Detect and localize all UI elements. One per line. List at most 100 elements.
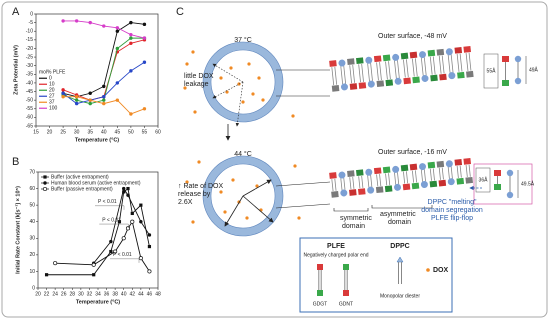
marker <box>102 84 106 89</box>
marker <box>138 256 143 261</box>
lipid-head <box>340 189 348 197</box>
lipid-head <box>382 54 391 62</box>
legend-label: 27 <box>49 94 55 100</box>
lipid-head <box>427 161 436 169</box>
x-tick-label: 28 <box>70 291 76 297</box>
label: symmetric <box>340 215 372 222</box>
x-tick-label: 30 <box>74 129 80 135</box>
dox-dot <box>251 92 255 96</box>
y-tick-label: -30 <box>26 63 33 69</box>
marker <box>139 203 143 207</box>
x-tick-label: 40 <box>121 291 127 297</box>
y-tick-label: 0 <box>32 285 35 291</box>
marker <box>122 190 126 194</box>
legend-title: mol% PLFE <box>39 70 66 76</box>
marker <box>74 101 79 106</box>
lipid-head <box>385 79 394 87</box>
vesicle-edge <box>202 155 284 237</box>
lipid-tail <box>343 65 347 84</box>
lipid-head <box>392 165 400 173</box>
leak-arrow <box>235 81 244 127</box>
label: leakage <box>184 81 209 88</box>
label: 36Å <box>479 176 489 183</box>
label: Negatively charged polar end <box>303 252 368 258</box>
marker <box>102 95 106 99</box>
marker <box>142 36 147 40</box>
marker <box>130 211 134 216</box>
marker <box>129 69 133 73</box>
lipid-head <box>409 51 418 59</box>
marker <box>147 269 152 274</box>
lipid-head <box>338 59 346 67</box>
label: PLFE <box>327 243 345 250</box>
lipid-tail <box>420 169 423 182</box>
lipid-tail <box>349 177 352 190</box>
lipid-head <box>400 164 409 172</box>
lipid-head <box>340 83 348 91</box>
marker <box>142 107 147 111</box>
marker <box>142 60 147 64</box>
legend-box <box>299 237 453 313</box>
label: GDGT <box>313 301 327 307</box>
y-tick-label: -45 <box>26 89 33 95</box>
lipid-head <box>430 74 438 82</box>
marker <box>115 29 120 33</box>
label: 49.5Å <box>521 180 535 187</box>
lipid-tail <box>438 55 442 74</box>
x-axis-title: Temperature (°C) <box>76 299 120 305</box>
label: GDNT <box>339 301 353 307</box>
lipid-tail <box>420 57 424 76</box>
vesicle-edge <box>210 163 276 229</box>
panel-label: C <box>176 6 184 18</box>
lipid-head <box>454 158 463 166</box>
release-arrow <box>242 179 272 197</box>
dox-dot <box>191 50 195 54</box>
dox-dot <box>219 190 223 194</box>
marker <box>126 193 130 197</box>
lipid-tail <box>370 175 373 188</box>
marker <box>129 20 133 25</box>
y-axis-title: Initial Rate Constant (k[s⁻¹] × 10⁵) <box>14 186 21 274</box>
x-tick-label: 50 <box>128 129 134 135</box>
label: Monopolar diester <box>380 293 420 299</box>
marker <box>74 95 79 99</box>
lipid-head <box>419 163 427 171</box>
panel-label: B <box>12 156 19 168</box>
lipid-tail <box>429 168 432 181</box>
lipid-head <box>456 177 465 185</box>
lipid-tail <box>429 56 433 75</box>
lipid-head <box>502 80 509 86</box>
lipid-tail <box>441 167 444 180</box>
marker <box>125 226 131 231</box>
marker <box>117 220 122 224</box>
lipid-head <box>365 168 373 176</box>
lipid-head <box>358 82 367 89</box>
marker <box>115 26 120 30</box>
x-tick-label: 20 <box>35 291 41 297</box>
marker <box>109 239 113 244</box>
legend-label: 10 <box>49 82 55 88</box>
dox-dot <box>297 216 301 220</box>
legend-label: Buffer (active entrapment) <box>51 174 109 180</box>
lipid-head <box>382 166 391 174</box>
x-tick-label: 55 <box>142 129 148 135</box>
marker <box>43 181 47 185</box>
x-tick-label: 22 <box>44 291 50 297</box>
lipid-tail <box>370 63 373 82</box>
label: PLFE flip-flop <box>431 215 473 222</box>
marker <box>61 88 65 92</box>
x-axis-title: Temperature (°C) <box>75 137 119 143</box>
dox-dot <box>193 110 197 114</box>
annotation-bracket <box>95 205 125 210</box>
x-tick-label: 45 <box>115 129 121 135</box>
dox-dot <box>219 76 223 80</box>
lipid-head <box>454 46 463 54</box>
lipid-tail <box>414 170 418 183</box>
marker <box>147 233 152 237</box>
vesicle-edge <box>210 49 276 115</box>
x-tick-label: 60 <box>155 129 161 135</box>
legend-label: Buffer (passive entrapment) <box>51 186 113 192</box>
plot-frame <box>35 13 159 127</box>
